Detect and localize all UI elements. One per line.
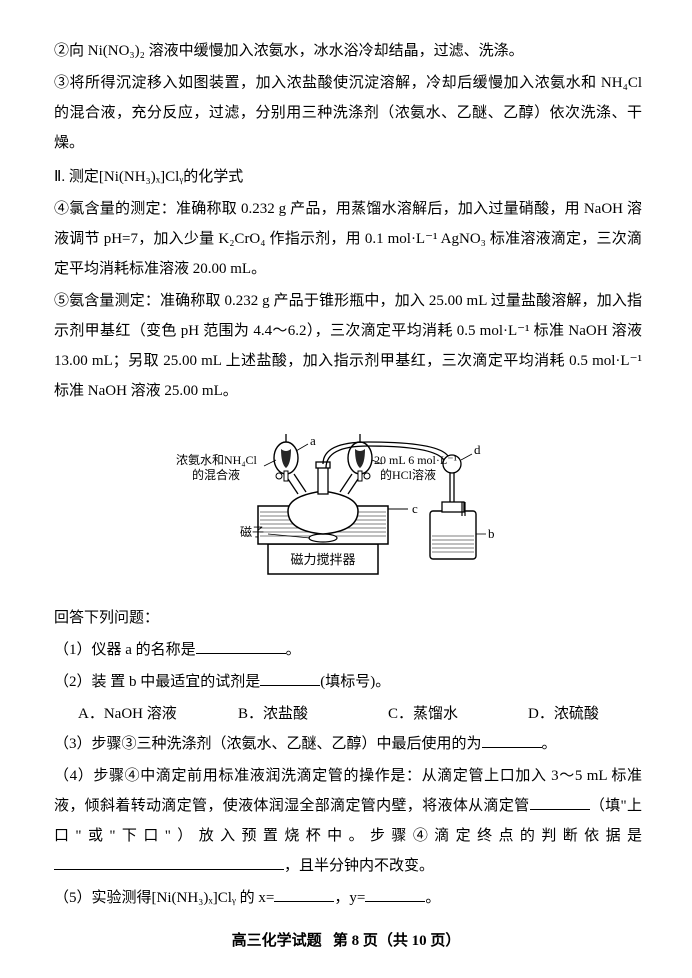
q2-blank[interactable] — [260, 671, 320, 686]
paragraph-step-5: ⑤氨含量测定：准确称取 0.232 g 产品于锥形瓶中，加入 25.00 mL … — [54, 286, 642, 406]
fig-right-label-2: 的HCl溶液 — [380, 467, 436, 482]
q4-part-c: ，且半分钟内不改变。 — [284, 858, 434, 874]
q3-post: 。 — [542, 736, 557, 752]
q2-text: （2）装 置 b 中最适宜的试剂是 — [54, 674, 260, 690]
q5-pre: （5）实验测得[Ni(NH₃)ₓ]Clᵧ 的 x= — [54, 890, 274, 906]
option-c[interactable]: C．蒸馏水 — [388, 699, 528, 729]
magnet-label: 磁子 — [240, 524, 264, 539]
option-b[interactable]: B．浓盐酸 — [238, 699, 388, 729]
question-3: （3）步骤③三种洗涤剂（浓氨水、乙醚、乙醇）中最后使用的为 。 — [54, 729, 642, 759]
q1-post: 。 — [286, 642, 301, 658]
apparatus-figure: 磁力搅拌器 c 磁子 a — [54, 416, 642, 597]
paragraph-step-2: ②向 Ni(NO₃)₂ 溶液中缓慢加入浓氨水，冰水浴冷却结晶，过滤、洗涤。 — [54, 36, 642, 66]
question-4: （4）步骤④中滴定前用标准液润洗滴定管的操作是：从滴定管上口加入 3～5 mL … — [54, 761, 642, 881]
fig-left-label-1: 浓氨水和NH₄Cl — [176, 453, 258, 467]
label-a: a — [310, 433, 316, 448]
q1-blank[interactable] — [196, 639, 286, 654]
fig-left-label-2: 的混合液 — [192, 467, 240, 482]
q1-text: （1）仪器 a 的名称是 — [54, 642, 196, 658]
answer-heading: 回答下列问题： — [54, 603, 642, 633]
stirrer-label: 磁力搅拌器 — [290, 552, 355, 567]
page-footer: 高三化学试题 第 8 页（共 10 页） — [0, 926, 692, 956]
option-d[interactable]: D．浓硫酸 — [528, 699, 599, 729]
q5-post: 。 — [425, 890, 440, 906]
question-2-options: A．NaOH 溶液 B．浓盐酸 C．蒸馏水 D．浓硫酸 — [54, 699, 642, 729]
q5-mid: ，y= — [334, 890, 365, 906]
section-2-heading: Ⅱ. 测定[Ni(NH₃)ₓ]Clᵧ的化学式 — [54, 162, 642, 192]
question-5: （5）实验测得[Ni(NH₃)ₓ]Clᵧ 的 x= ，y= 。 — [54, 883, 642, 913]
q4-blank-2[interactable] — [54, 855, 284, 870]
question-1: （1）仪器 a 的名称是 。 — [54, 635, 642, 665]
label-d: d — [474, 442, 481, 457]
label-b: b — [488, 526, 495, 541]
q5-blank-y[interactable] — [365, 887, 425, 902]
label-c: c — [412, 501, 418, 516]
paragraph-step-3: ③将所得沉淀移入如图装置，加入浓盐酸使沉淀溶解，冷却后缓慢加入浓氨水和 NH₄C… — [54, 68, 642, 158]
q4-blank-1[interactable] — [530, 795, 590, 810]
q3-blank[interactable] — [482, 733, 542, 748]
q5-blank-x[interactable] — [274, 887, 334, 902]
question-2: （2）装 置 b 中最适宜的试剂是 (填标号)。 — [54, 667, 642, 697]
paragraph-step-4: ④氯含量的测定：准确称取 0.232 g 产品，用蒸馏水溶解后，加入过量硝酸，用… — [54, 194, 642, 284]
option-a[interactable]: A．NaOH 溶液 — [78, 699, 238, 729]
q3-text: （3）步骤③三种洗涤剂（浓氨水、乙醚、乙醇）中最后使用的为 — [54, 736, 482, 752]
fig-right-label-1: 20 mL 6 mol·L⁻¹ — [374, 453, 458, 467]
footer-page: 第 8 页（共 10 页） — [333, 933, 461, 949]
q2-post: (填标号)。 — [320, 674, 390, 690]
footer-title: 高三化学试题 — [232, 933, 322, 949]
